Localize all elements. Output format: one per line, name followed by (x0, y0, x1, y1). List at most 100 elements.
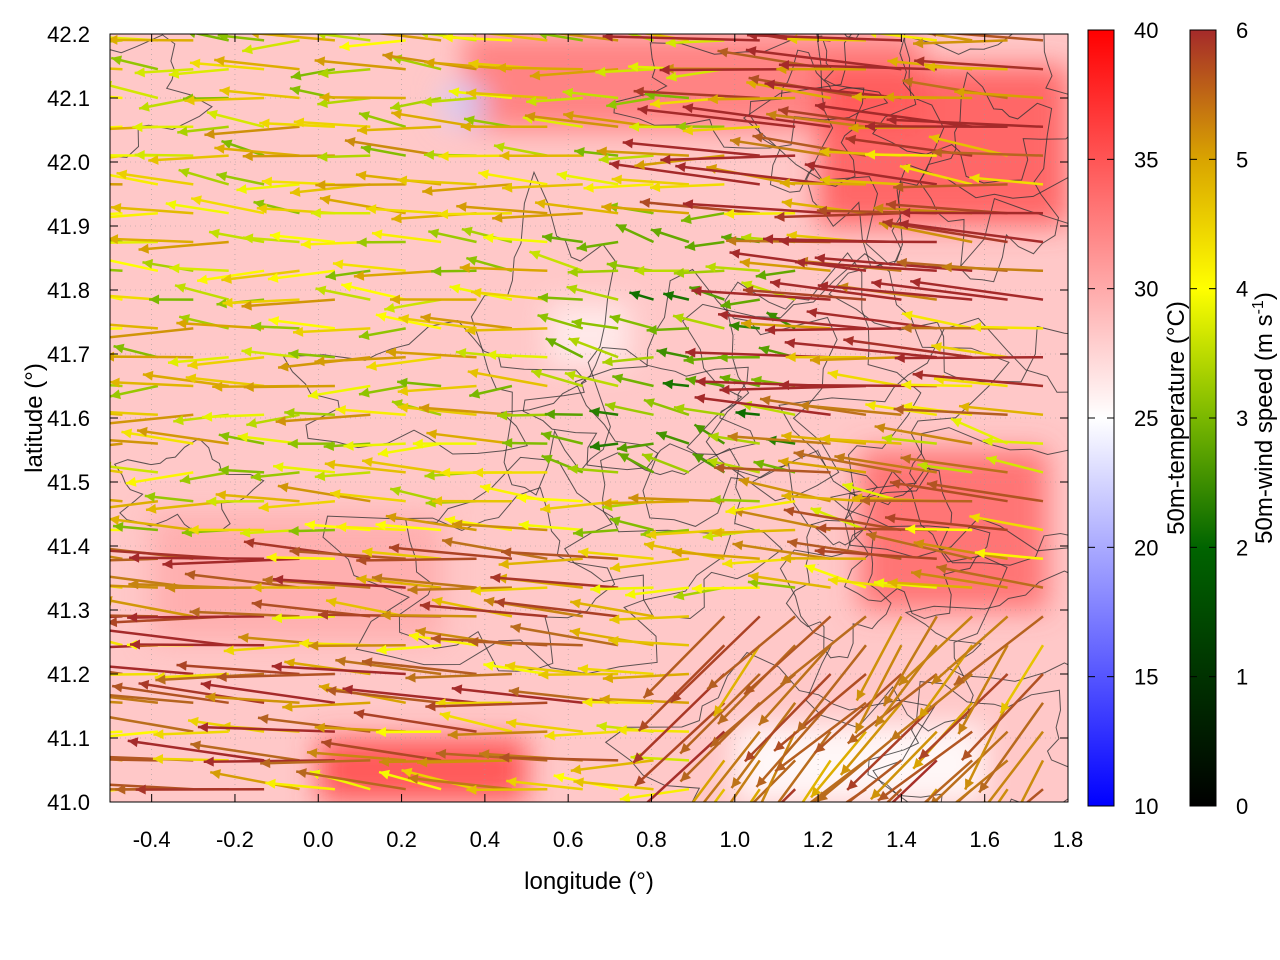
wind-vector (641, 453, 690, 474)
wind-vector (306, 748, 406, 762)
colorbar-tick-label: 6 (1236, 18, 1248, 43)
wind-vector-shaft (168, 67, 229, 76)
wind-vector (526, 96, 583, 107)
wind-vector-head (779, 380, 790, 391)
wind-vector-head (375, 727, 386, 738)
wind-vector (289, 546, 406, 561)
wind-vector-head (165, 200, 177, 210)
wind-vector-shaft (339, 39, 406, 49)
wind-vector (928, 134, 1008, 157)
wind-vector-shaft (926, 482, 1044, 503)
wind-vector (622, 138, 760, 157)
wind-vector-head (656, 347, 668, 358)
wind-vector (329, 489, 406, 503)
wind-vector-shaft (778, 459, 867, 474)
wind-vector-shaft (260, 759, 371, 765)
wind-vector-head (880, 22, 891, 32)
wind-vector (778, 457, 867, 474)
wind-vector-head (569, 627, 581, 638)
wind-vector (682, 125, 760, 136)
wind-vector-head (314, 471, 326, 482)
wind-vector-shaft (834, 455, 937, 474)
wind-vector (465, 325, 548, 336)
wind-vector (342, 684, 477, 705)
wind-vector-head (162, 559, 173, 569)
wind-vector-head (9, 653, 20, 663)
wind-vector (917, 461, 973, 474)
wind-vector (609, 314, 654, 330)
wind-vector (467, 368, 548, 388)
wind-vector (889, 673, 973, 742)
wind-vector-shaft (110, 294, 158, 301)
colorbar-tick-label: 10 (1134, 794, 1158, 819)
wind-vector-shaft (510, 625, 619, 647)
wind-vector-head (242, 233, 254, 244)
wind-vector (110, 672, 158, 676)
wind-vector-head (671, 821, 681, 832)
x-tick-label: -0.4 (133, 827, 171, 852)
wind-vector-head (781, 491, 792, 502)
wind-vector (267, 269, 336, 283)
wind-vector (356, 125, 442, 136)
wind-vector-head (628, 809, 639, 819)
wind-vector-head (675, 121, 686, 132)
wind-vector (693, 423, 726, 445)
wind-vector (596, 146, 690, 157)
wind-vector (537, 313, 584, 330)
wind-vector-head (332, 259, 344, 270)
wind-vector-shaft (900, 456, 1008, 474)
wind-vector-head (424, 470, 435, 481)
wind-vector-shaft (165, 202, 229, 215)
terrain-contour (778, 317, 1068, 558)
wind-vector-head (46, 575, 56, 585)
wind-vector-head (455, 347, 467, 358)
wind-vector-head (431, 266, 442, 277)
wind-vector-head (366, 361, 377, 371)
wind-vector-shaft (556, 172, 619, 186)
wind-vector-head (241, 300, 252, 311)
wind-vector (460, 121, 548, 132)
wind-vector-head (926, 817, 937, 827)
wind-vector (110, 695, 159, 705)
wind-vector (749, 788, 761, 802)
wind-vector-head (111, 55, 123, 66)
wind-vector-shaft (110, 499, 159, 509)
wind-vector-shaft (397, 405, 477, 417)
wind-vector-shaft (121, 430, 194, 445)
wind-vector (385, 347, 477, 359)
wind-vector (608, 635, 690, 647)
wind-vector-head (834, 452, 846, 463)
wind-vector (358, 327, 406, 340)
wind-vector-shaft (779, 615, 867, 686)
wind-vector (389, 96, 442, 112)
wind-vector (887, 577, 973, 589)
wind-vector-head (451, 684, 463, 695)
wind-vector-shaft (912, 372, 1044, 388)
wind-vector-head (176, 660, 187, 671)
wind-vector-head (134, 149, 145, 160)
wind-vector-head (470, 585, 481, 596)
wind-vector-shaft (495, 66, 583, 71)
wind-vector (167, 355, 229, 367)
wind-vector-head (296, 768, 307, 778)
wind-vector-shaft (747, 574, 831, 589)
wind-vector-head (486, 349, 497, 360)
wind-vector-head (179, 474, 191, 485)
wind-vector-head (216, 298, 227, 309)
wind-vector-shaft (691, 586, 760, 590)
wind-vector-head (770, 278, 781, 289)
wind-vector (564, 370, 619, 388)
wind-vector-head (650, 98, 661, 109)
wind-vector (197, 722, 335, 733)
wind-vector-shaft (933, 377, 1008, 388)
wind-vector-head (809, 354, 821, 365)
wind-vector-head (780, 674, 792, 685)
wind-vector (602, 355, 654, 367)
wind-vector-head (665, 37, 676, 48)
wind-vector-head (877, 790, 889, 801)
wind-vector (785, 352, 866, 363)
wind-vector-shaft (706, 615, 796, 691)
wind-vector (111, 682, 229, 705)
wind-vector-head (683, 354, 694, 365)
